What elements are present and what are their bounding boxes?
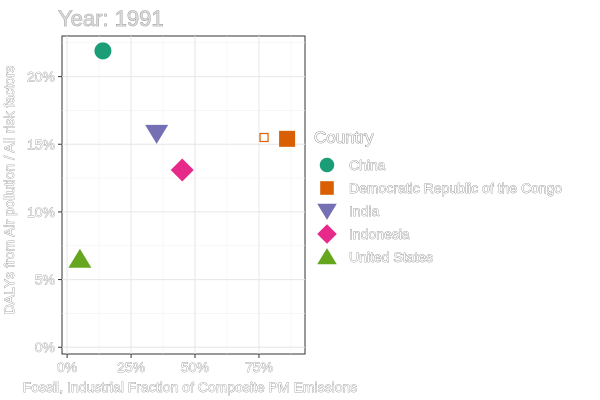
data-point-united-states	[68, 248, 92, 268]
y-tick-label: 0%	[35, 339, 55, 355]
legend-key-democratic-republic-of-the-congo	[320, 181, 334, 195]
hollow-square-marker	[259, 132, 269, 143]
legend-key-china	[319, 157, 335, 173]
grid-lines	[62, 36, 305, 354]
data-point-india	[145, 124, 169, 144]
legend-item-united-states: United States	[317, 248, 433, 265]
legend-key-united-states	[317, 248, 337, 265]
legend-item-democratic-republic-of-the-congo: Democratic Republic of the Congo	[320, 180, 563, 196]
data-point-china	[94, 42, 112, 60]
y-axis-title: DALYs from Air pollution / All risk fact…	[1, 66, 17, 315]
legend-label: China	[349, 157, 386, 173]
x-tick-label: 75%	[245, 359, 273, 375]
y-tick-label: 5%	[35, 272, 55, 288]
legend-item-india: India	[317, 203, 380, 220]
legend-key-india	[317, 203, 337, 220]
x-tick-label: 25%	[117, 359, 145, 375]
y-tick-label: 10%	[27, 204, 55, 220]
legend-item-indonesia: Indonesia	[317, 224, 410, 244]
x-tick-label: 50%	[181, 359, 209, 375]
data-point-democratic-republic-of-the-congo	[279, 130, 296, 147]
chart-title: Year: 1991	[58, 6, 164, 31]
legend: Country China Democratic Republic of the …	[314, 128, 563, 266]
legend-item-china: China	[319, 157, 386, 173]
annotations	[259, 132, 269, 143]
x-tick-label: 0%	[57, 359, 77, 375]
y-tick-label: 15%	[27, 136, 55, 152]
plot-panel	[61, 35, 306, 355]
axis-ticks: 0% 25% 50% 75% 0% 5% 10% 15% 20%	[27, 68, 274, 375]
legend-title: Country	[314, 128, 374, 147]
data-points	[68, 42, 296, 268]
y-tick-label: 20%	[27, 69, 55, 85]
legend-label: Indonesia	[349, 226, 410, 242]
x-axis-title: Fossil, Industrial Fraction of Composite…	[23, 379, 358, 395]
legend-key-indonesia	[317, 224, 337, 244]
legend-label: United States	[349, 249, 433, 265]
legend-label: Democratic Republic of the Congo	[349, 180, 562, 196]
legend-label: India	[349, 203, 380, 219]
data-point-indonesia	[170, 158, 194, 182]
